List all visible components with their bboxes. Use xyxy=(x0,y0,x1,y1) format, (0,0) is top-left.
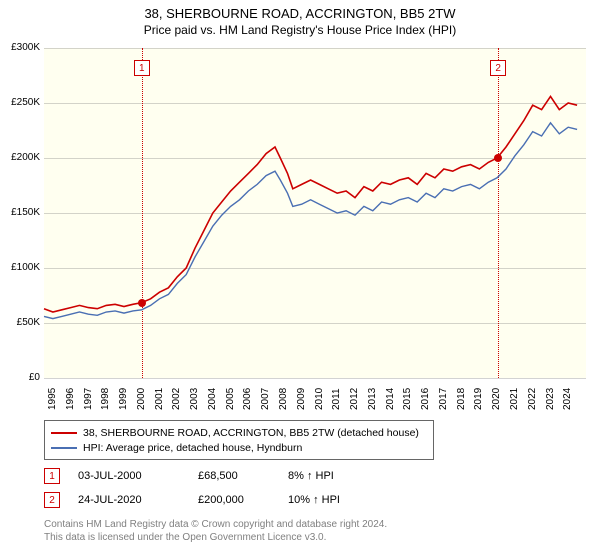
legend-label: HPI: Average price, detached house, Hynd… xyxy=(83,442,302,454)
sale-badge: 1 xyxy=(44,468,60,484)
legend-swatch xyxy=(51,432,77,434)
x-axis-label: 2024 xyxy=(562,388,573,410)
legend-row: HPI: Average price, detached house, Hynd… xyxy=(51,440,427,455)
attribution-text: Contains HM Land Registry data © Crown c… xyxy=(44,518,387,544)
x-axis-label: 2018 xyxy=(456,388,467,410)
x-axis-label: 1997 xyxy=(83,388,94,410)
x-axis-label: 2008 xyxy=(278,388,289,410)
x-axis-label: 2014 xyxy=(385,388,396,410)
gridline xyxy=(44,378,586,379)
x-axis-label: 2022 xyxy=(527,388,538,410)
legend-label: 38, SHERBOURNE ROAD, ACCRINGTON, BB5 2TW… xyxy=(83,427,419,439)
sale-price: £68,500 xyxy=(198,470,288,482)
sale-date: 03-JUL-2000 xyxy=(78,470,198,482)
x-axis-label: 2004 xyxy=(207,388,218,410)
sale-pct: 8% ↑ HPI xyxy=(288,470,334,482)
sale-pct: 10% ↑ HPI xyxy=(288,494,340,506)
x-axis-label: 1999 xyxy=(118,388,129,410)
series-line xyxy=(44,96,577,312)
x-axis-label: 2023 xyxy=(545,388,556,410)
x-axis-label: 2017 xyxy=(438,388,449,410)
sale-price: £200,000 xyxy=(198,494,288,506)
sale-badge: 2 xyxy=(44,492,60,508)
x-axis-label: 1996 xyxy=(65,388,76,410)
x-axis-label: 2011 xyxy=(331,388,342,410)
legend: 38, SHERBOURNE ROAD, ACCRINGTON, BB5 2TW… xyxy=(44,420,434,460)
series-line xyxy=(44,123,577,319)
x-axis-label: 2015 xyxy=(402,388,413,410)
legend-swatch xyxy=(51,447,77,449)
x-axis-label: 2010 xyxy=(314,388,325,410)
x-axis-label: 2016 xyxy=(420,388,431,410)
legend-row: 38, SHERBOURNE ROAD, ACCRINGTON, BB5 2TW… xyxy=(51,425,427,440)
x-axis-label: 2002 xyxy=(171,388,182,410)
x-axis-label: 2005 xyxy=(225,388,236,410)
chart-plot xyxy=(0,0,586,378)
sale-date: 24-JUL-2020 xyxy=(78,494,198,506)
x-axis-label: 2009 xyxy=(296,388,307,410)
x-axis-label: 2000 xyxy=(136,388,147,410)
x-axis-label: 2013 xyxy=(367,388,378,410)
attribution-line: This data is licensed under the Open Gov… xyxy=(44,531,387,544)
x-axis-label: 2006 xyxy=(242,388,253,410)
x-axis-label: 2020 xyxy=(491,388,502,410)
x-axis-label: 1995 xyxy=(47,388,58,410)
x-axis-label: 2012 xyxy=(349,388,360,410)
attribution-line: Contains HM Land Registry data © Crown c… xyxy=(44,518,387,531)
sale-row: 1 03-JUL-2000 £68,500 8% ↑ HPI xyxy=(44,468,334,484)
x-axis-label: 2001 xyxy=(154,388,165,410)
x-axis-label: 2007 xyxy=(260,388,271,410)
x-axis-label: 1998 xyxy=(100,388,111,410)
x-axis-label: 2019 xyxy=(473,388,484,410)
x-axis-label: 2003 xyxy=(189,388,200,410)
x-axis-label: 2021 xyxy=(509,388,520,410)
sale-row: 2 24-JUL-2020 £200,000 10% ↑ HPI xyxy=(44,492,340,508)
